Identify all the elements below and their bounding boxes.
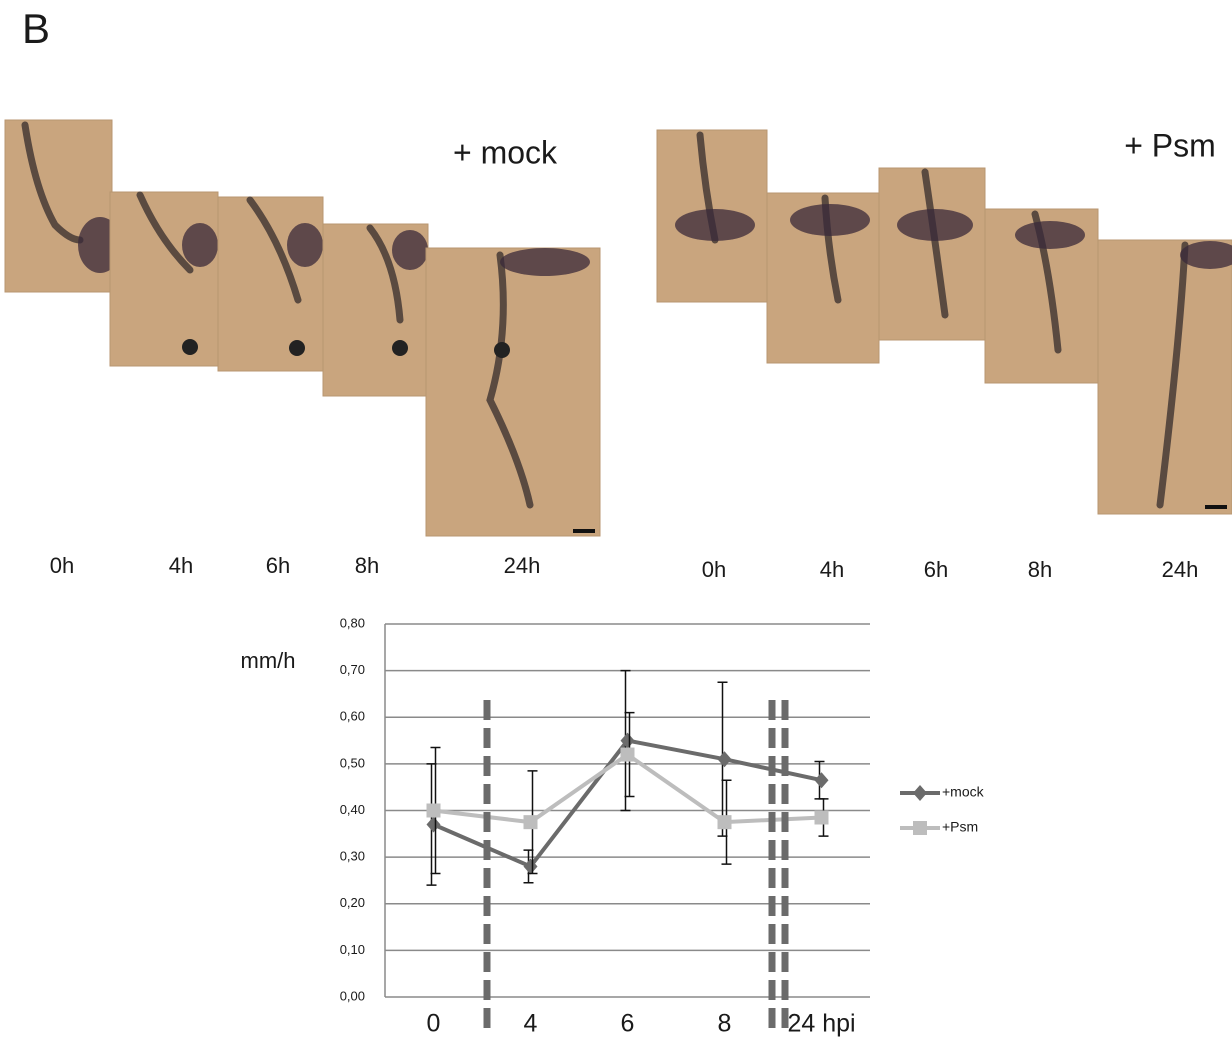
x-tick-label: 0 xyxy=(427,1010,441,1038)
marker xyxy=(913,785,927,801)
y-tick-label: 0,70 xyxy=(340,662,365,677)
marker xyxy=(427,816,441,832)
time-label: 4h xyxy=(820,557,844,582)
chart: 0,00 0,10 0,20 0,30 0,40 0,50 0,60 0,70 0,80 0 4 6 8… xyxy=(340,615,985,1037)
y-tick-label: 0,50 xyxy=(340,755,365,770)
y-tick-label: 0,00 xyxy=(340,988,365,1003)
marker xyxy=(524,815,538,829)
marker xyxy=(718,815,732,829)
legend-label: +mock xyxy=(942,784,985,800)
time-label: 24h xyxy=(504,553,541,578)
marker xyxy=(427,804,441,818)
y-tick-label: 0,30 xyxy=(340,849,365,864)
y-tick-label: 0,10 xyxy=(340,942,365,957)
time-label: 6h xyxy=(266,553,290,578)
panel-title: + mock xyxy=(453,134,558,170)
time-label: 6h xyxy=(924,557,948,582)
y-tick-label: 0,20 xyxy=(340,895,365,910)
y-axis-label: mm/h xyxy=(241,648,296,673)
x-tick-label: 8 xyxy=(718,1010,732,1038)
y-tick-label: 0,40 xyxy=(340,802,365,817)
marker xyxy=(815,810,829,824)
figure: B + mock + Psm 0 xyxy=(0,0,1232,1045)
marker xyxy=(815,772,829,788)
x-tick-label: 4 xyxy=(524,1010,538,1038)
marker xyxy=(621,748,635,762)
time-label: 24h xyxy=(1162,557,1199,582)
time-label: 0h xyxy=(702,557,726,582)
mock-photos xyxy=(5,120,600,536)
x-tick-label: 6 xyxy=(621,1010,635,1038)
x-tick-label: 24 hpi xyxy=(787,1010,855,1038)
marker xyxy=(718,751,732,767)
psm-photos xyxy=(657,130,1232,514)
y-tick-label: 0,80 xyxy=(340,615,365,630)
panel-title: + Psm xyxy=(1124,127,1216,163)
time-label: 8h xyxy=(355,553,379,578)
time-labels: 0h 4h 6h 8h 24h 0h 4h 6h 8h 24h xyxy=(50,553,1199,582)
time-label: 8h xyxy=(1028,557,1052,582)
panel-label: B xyxy=(22,5,50,52)
series-line xyxy=(434,755,822,823)
time-label: 0h xyxy=(50,553,74,578)
legend-label: +Psm xyxy=(942,819,978,835)
marker xyxy=(913,821,927,835)
time-label: 4h xyxy=(169,553,193,578)
y-tick-label: 0,60 xyxy=(340,709,365,724)
